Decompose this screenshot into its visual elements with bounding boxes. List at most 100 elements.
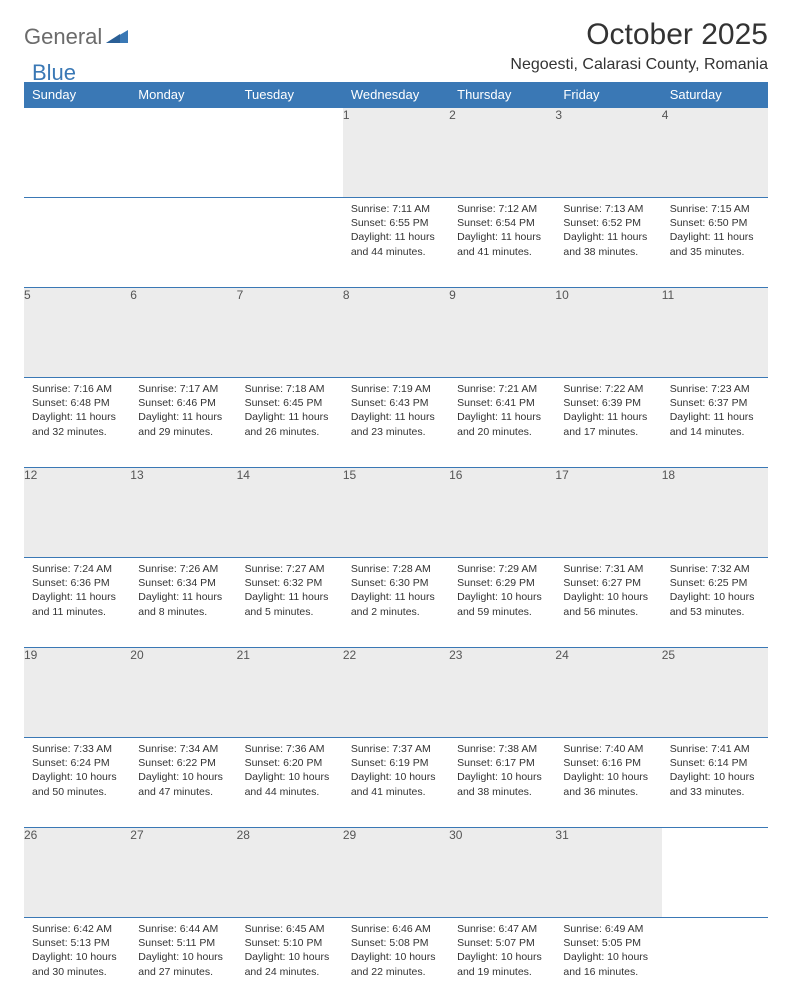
day-cell: Sunrise: 7:17 AMSunset: 6:46 PMDaylight:…	[130, 378, 236, 468]
title-block: October 2025 Negoesti, Calarasi County, …	[510, 18, 768, 74]
day-cell: Sunrise: 6:42 AMSunset: 5:13 PMDaylight:…	[24, 918, 130, 1008]
day-cell	[237, 198, 343, 288]
calendar-head: SundayMondayTuesdayWednesdayThursdayFrid…	[24, 82, 768, 108]
day-cell: Sunrise: 7:28 AMSunset: 6:30 PMDaylight:…	[343, 558, 449, 648]
day-details: Sunrise: 6:46 AMSunset: 5:08 PMDaylight:…	[343, 918, 449, 985]
calendar-table: SundayMondayTuesdayWednesdayThursdayFrid…	[24, 82, 768, 1008]
day-number-cell: 26	[24, 828, 130, 918]
day-cell: Sunrise: 6:46 AMSunset: 5:08 PMDaylight:…	[343, 918, 449, 1008]
day-number-cell: 10	[555, 288, 661, 378]
weekday-header: Wednesday	[343, 82, 449, 108]
day-number-cell: 24	[555, 648, 661, 738]
day-number-cell	[130, 108, 236, 198]
day-cell: Sunrise: 7:41 AMSunset: 6:14 PMDaylight:…	[662, 738, 768, 828]
day-number-cell: 16	[449, 468, 555, 558]
day-cell: Sunrise: 7:22 AMSunset: 6:39 PMDaylight:…	[555, 378, 661, 468]
day-cell: Sunrise: 7:33 AMSunset: 6:24 PMDaylight:…	[24, 738, 130, 828]
day-details: Sunrise: 7:15 AMSunset: 6:50 PMDaylight:…	[662, 198, 768, 265]
day-cell: Sunrise: 7:16 AMSunset: 6:48 PMDaylight:…	[24, 378, 130, 468]
day-cell	[130, 198, 236, 288]
day-cell: Sunrise: 7:26 AMSunset: 6:34 PMDaylight:…	[130, 558, 236, 648]
day-number-cell: 21	[237, 648, 343, 738]
day-details: Sunrise: 7:41 AMSunset: 6:14 PMDaylight:…	[662, 738, 768, 805]
day-cell: Sunrise: 7:11 AMSunset: 6:55 PMDaylight:…	[343, 198, 449, 288]
day-number-cell: 8	[343, 288, 449, 378]
day-details: Sunrise: 6:42 AMSunset: 5:13 PMDaylight:…	[24, 918, 130, 985]
day-details: Sunrise: 7:33 AMSunset: 6:24 PMDaylight:…	[24, 738, 130, 805]
day-number-cell: 3	[555, 108, 661, 198]
day-number-cell: 5	[24, 288, 130, 378]
day-cell: Sunrise: 7:32 AMSunset: 6:25 PMDaylight:…	[662, 558, 768, 648]
day-number-cell: 14	[237, 468, 343, 558]
day-number-cell: 19	[24, 648, 130, 738]
weekday-header: Friday	[555, 82, 661, 108]
day-details: Sunrise: 7:31 AMSunset: 6:27 PMDaylight:…	[555, 558, 661, 625]
weekday-header: Tuesday	[237, 82, 343, 108]
weekday-header: Thursday	[449, 82, 555, 108]
day-number-cell: 17	[555, 468, 661, 558]
day-cell: Sunrise: 7:37 AMSunset: 6:19 PMDaylight:…	[343, 738, 449, 828]
day-cell: Sunrise: 7:36 AMSunset: 6:20 PMDaylight:…	[237, 738, 343, 828]
day-number-cell: 28	[237, 828, 343, 918]
day-details: Sunrise: 7:16 AMSunset: 6:48 PMDaylight:…	[24, 378, 130, 445]
day-number-cell: 15	[343, 468, 449, 558]
day-number-cell: 13	[130, 468, 236, 558]
day-number-cell: 6	[130, 288, 236, 378]
day-details: Sunrise: 7:22 AMSunset: 6:39 PMDaylight:…	[555, 378, 661, 445]
day-details: Sunrise: 6:49 AMSunset: 5:05 PMDaylight:…	[555, 918, 661, 985]
day-cell	[662, 918, 768, 1008]
day-number-cell: 1	[343, 108, 449, 198]
day-number-cell: 12	[24, 468, 130, 558]
day-cell: Sunrise: 7:13 AMSunset: 6:52 PMDaylight:…	[555, 198, 661, 288]
day-cell	[24, 198, 130, 288]
day-cell: Sunrise: 7:38 AMSunset: 6:17 PMDaylight:…	[449, 738, 555, 828]
day-cell: Sunrise: 7:15 AMSunset: 6:50 PMDaylight:…	[662, 198, 768, 288]
day-cell: Sunrise: 6:44 AMSunset: 5:11 PMDaylight:…	[130, 918, 236, 1008]
day-details: Sunrise: 7:27 AMSunset: 6:32 PMDaylight:…	[237, 558, 343, 625]
day-details: Sunrise: 7:40 AMSunset: 6:16 PMDaylight:…	[555, 738, 661, 805]
day-details: Sunrise: 7:13 AMSunset: 6:52 PMDaylight:…	[555, 198, 661, 265]
day-cell: Sunrise: 7:27 AMSunset: 6:32 PMDaylight:…	[237, 558, 343, 648]
day-details: Sunrise: 7:34 AMSunset: 6:22 PMDaylight:…	[130, 738, 236, 805]
day-cell: Sunrise: 7:23 AMSunset: 6:37 PMDaylight:…	[662, 378, 768, 468]
day-details: Sunrise: 7:26 AMSunset: 6:34 PMDaylight:…	[130, 558, 236, 625]
day-number-cell: 23	[449, 648, 555, 738]
day-number-cell	[237, 108, 343, 198]
day-number-cell: 30	[449, 828, 555, 918]
day-cell: Sunrise: 7:18 AMSunset: 6:45 PMDaylight:…	[237, 378, 343, 468]
day-number-cell: 27	[130, 828, 236, 918]
day-cell: Sunrise: 7:40 AMSunset: 6:16 PMDaylight:…	[555, 738, 661, 828]
day-details: Sunrise: 7:36 AMSunset: 6:20 PMDaylight:…	[237, 738, 343, 805]
calendar-body: 1234Sunrise: 7:11 AMSunset: 6:55 PMDayli…	[24, 108, 768, 1008]
day-cell: Sunrise: 7:34 AMSunset: 6:22 PMDaylight:…	[130, 738, 236, 828]
day-details: Sunrise: 6:47 AMSunset: 5:07 PMDaylight:…	[449, 918, 555, 985]
brand-part2: Blue	[32, 60, 76, 86]
day-details: Sunrise: 7:17 AMSunset: 6:46 PMDaylight:…	[130, 378, 236, 445]
month-title: October 2025	[510, 18, 768, 52]
day-cell: Sunrise: 7:21 AMSunset: 6:41 PMDaylight:…	[449, 378, 555, 468]
weekday-header: Saturday	[662, 82, 768, 108]
day-details: Sunrise: 7:11 AMSunset: 6:55 PMDaylight:…	[343, 198, 449, 265]
brand-triangle-icon	[106, 27, 128, 48]
day-details: Sunrise: 7:28 AMSunset: 6:30 PMDaylight:…	[343, 558, 449, 625]
day-details: Sunrise: 7:12 AMSunset: 6:54 PMDaylight:…	[449, 198, 555, 265]
day-cell: Sunrise: 7:29 AMSunset: 6:29 PMDaylight:…	[449, 558, 555, 648]
day-details: Sunrise: 7:29 AMSunset: 6:29 PMDaylight:…	[449, 558, 555, 625]
day-number-cell: 9	[449, 288, 555, 378]
day-number-cell: 20	[130, 648, 236, 738]
day-details: Sunrise: 7:18 AMSunset: 6:45 PMDaylight:…	[237, 378, 343, 445]
day-number-cell	[24, 108, 130, 198]
brand-part1: General	[24, 24, 102, 50]
day-cell: Sunrise: 7:24 AMSunset: 6:36 PMDaylight:…	[24, 558, 130, 648]
day-number-cell: 4	[662, 108, 768, 198]
day-number-cell	[662, 828, 768, 918]
day-cell: Sunrise: 7:12 AMSunset: 6:54 PMDaylight:…	[449, 198, 555, 288]
day-number-cell: 2	[449, 108, 555, 198]
day-details: Sunrise: 7:38 AMSunset: 6:17 PMDaylight:…	[449, 738, 555, 805]
day-details: Sunrise: 7:21 AMSunset: 6:41 PMDaylight:…	[449, 378, 555, 445]
day-details: Sunrise: 7:24 AMSunset: 6:36 PMDaylight:…	[24, 558, 130, 625]
day-cell: Sunrise: 6:49 AMSunset: 5:05 PMDaylight:…	[555, 918, 661, 1008]
day-cell: Sunrise: 6:47 AMSunset: 5:07 PMDaylight:…	[449, 918, 555, 1008]
day-number-cell: 29	[343, 828, 449, 918]
day-details: Sunrise: 7:32 AMSunset: 6:25 PMDaylight:…	[662, 558, 768, 625]
